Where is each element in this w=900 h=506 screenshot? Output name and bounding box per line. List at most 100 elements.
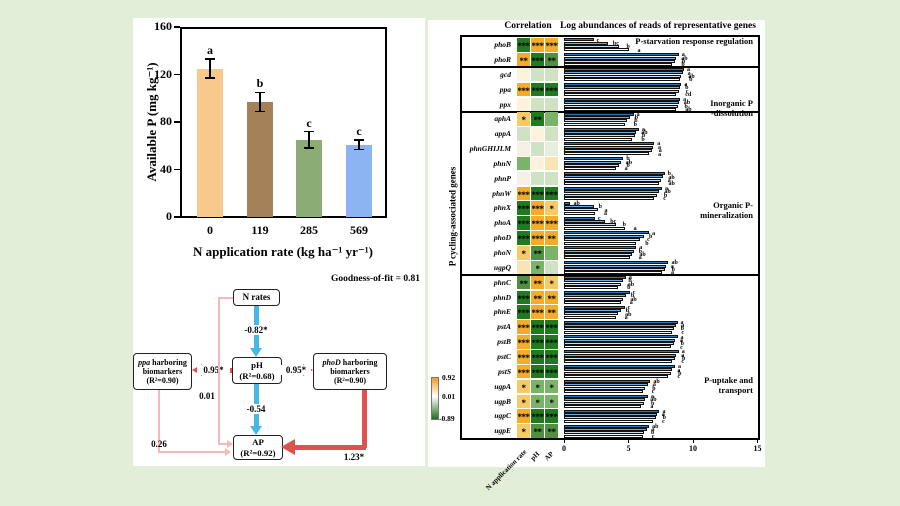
x-tick-label: 0	[207, 223, 213, 237]
abundance-bar-pstS-2	[564, 371, 672, 375]
significance-stars: **	[547, 55, 557, 66]
abundance-bar-phnD-0	[564, 290, 630, 294]
significance-letter: b	[256, 76, 264, 91]
x-tick-label: 569	[350, 223, 368, 237]
corr-cell-phoB-0: ***	[517, 38, 530, 52]
bar-letter: b	[641, 136, 645, 143]
gene-label-ppx: ppx	[499, 99, 511, 109]
abundance-bar-phnP-2	[564, 178, 661, 182]
corr-cell-phnD-1: **	[531, 290, 544, 305]
corr-cell-ugpA-2: *	[545, 379, 558, 394]
significance-stars: ***	[517, 234, 531, 245]
bar-letter: b	[628, 278, 632, 285]
abundance-bar-phnE-3	[564, 315, 616, 319]
bar-letter: c	[627, 304, 631, 311]
bar-letter: c	[651, 389, 655, 396]
bar-letter: b	[681, 62, 684, 68]
corr-cell-ugpE-0: *	[517, 424, 530, 438]
significance-stars: **	[547, 234, 557, 245]
arrowhead-ppa-to-ap	[225, 448, 231, 456]
corr-cell-phnE-0: ***	[517, 305, 530, 319]
bar-letter: a	[658, 148, 662, 155]
corr-cell-phoB-2: ***	[545, 38, 558, 52]
abundance-bar-gcd-3	[564, 78, 681, 82]
bar-letter: a	[670, 263, 674, 270]
abundance-bar-pstA-2	[564, 327, 674, 331]
significance-stars: **	[519, 278, 529, 289]
bar-letter: a	[657, 141, 661, 148]
bar-letter: ab	[668, 174, 675, 181]
corr-cell-ugpE-1: **	[531, 424, 544, 438]
abundance-bar-ppx-1	[564, 101, 679, 105]
bar-letter: c	[663, 196, 666, 203]
corr-cell-aphA-2	[545, 112, 558, 126]
corr-cell-ugpE-2: **	[545, 424, 558, 438]
node-n-rates: N rates	[233, 289, 280, 306]
bar-letter: b	[681, 59, 686, 66]
bar-letter: a	[637, 47, 641, 54]
bar-letter: a	[633, 225, 637, 232]
group-label-2: Organic P-mineralization	[700, 200, 753, 221]
corr-cell-phoA-1: ***	[531, 216, 544, 230]
x-tick-label: 119	[251, 223, 269, 237]
coef-ppa-to-ap: 0.26	[151, 439, 167, 449]
gene-label-phnP: phnP	[494, 173, 511, 183]
abundance-bar-aphA-3	[564, 122, 625, 126]
node-ppa-biomarkers: ppa harboring biomarkers (R²=0.90)	[133, 353, 192, 390]
bar-letter: c	[662, 418, 665, 425]
bar-letter: a	[604, 207, 608, 214]
x-axis-title: N application rate (kg ha⁻¹ yr⁻¹)	[192, 244, 374, 259]
goodness-of-fit-label: Goodness-of-fit = 0.81	[330, 274, 420, 284]
corr-cell-ugpB-2: *	[545, 394, 558, 409]
bar-letter: a	[683, 96, 687, 103]
bar-letter: a	[662, 408, 666, 415]
y-tick-mark	[174, 168, 180, 171]
significance-stars: **	[547, 427, 557, 438]
gene-axis-title: P cycling-associated genes	[447, 166, 458, 267]
abundance-bar-ugpB-0	[564, 394, 648, 398]
bar-letter: a	[677, 364, 681, 371]
corr-cell-ugpQ-2	[545, 260, 558, 275]
significance-stars: ***	[531, 338, 545, 349]
abundance-bar-ppx-3	[564, 107, 677, 111]
corr-cell-phnE-2: **	[545, 305, 558, 319]
corr-cell-ppa-0: ***	[517, 82, 530, 97]
abundance-bar-phnP-3	[564, 182, 660, 186]
bar-letter: a	[665, 186, 669, 192]
abundance-bar-phnP-1	[564, 175, 664, 179]
corr-cell-phoN-2	[545, 246, 558, 260]
plot-frame	[180, 27, 387, 218]
y-tick-mark	[174, 73, 180, 76]
bar-letter: a	[624, 166, 628, 173]
bar-letter: a	[652, 230, 656, 237]
abundance-bar-phnGHIJLM-2	[564, 149, 652, 153]
gene-label-ugpA: ugpA	[494, 381, 511, 391]
bar-letter: b	[638, 248, 642, 255]
abundance-bar-appA-3	[564, 137, 633, 141]
corr-cell-phnW-0: ***	[517, 186, 530, 201]
error-bar	[259, 92, 261, 112]
node-ap: AP (R²=0.92)	[233, 435, 283, 460]
bar-letter: c	[685, 88, 689, 95]
gene-heatmap-panel: Correlation Log abundances of reads of r…	[428, 20, 765, 492]
x-tick-label: 5	[626, 444, 631, 453]
gene-label-phnX: phnX	[493, 203, 511, 213]
corr-cell-ppa-2: ***	[545, 82, 558, 97]
bar-letter: b	[627, 285, 631, 292]
gene-label-phnGHIJLM: phnGHIJLM	[469, 144, 511, 154]
abundance-bar-phoD-2	[564, 238, 641, 242]
abundance-bar-phnX-0	[564, 201, 571, 205]
abundance-bar-phnGHIJLM-1	[564, 145, 653, 149]
corr-cell-phnW-1: ***	[531, 186, 544, 201]
abundance-bar-phnD-1	[564, 294, 626, 298]
abundance-bar-phnE-1	[564, 309, 621, 313]
bar-letter: ab	[641, 129, 648, 136]
significance-stars: ***	[545, 41, 559, 52]
bar-letter: b	[598, 204, 602, 211]
corr-cell-pstB-2: ***	[545, 335, 558, 349]
error-cap-bottom	[205, 77, 215, 79]
significance-stars: **	[533, 115, 543, 126]
bar-letter: ab	[650, 397, 657, 404]
bar-letter: a	[638, 255, 642, 262]
corr-cell-phnGHIJLM-0	[517, 142, 530, 156]
